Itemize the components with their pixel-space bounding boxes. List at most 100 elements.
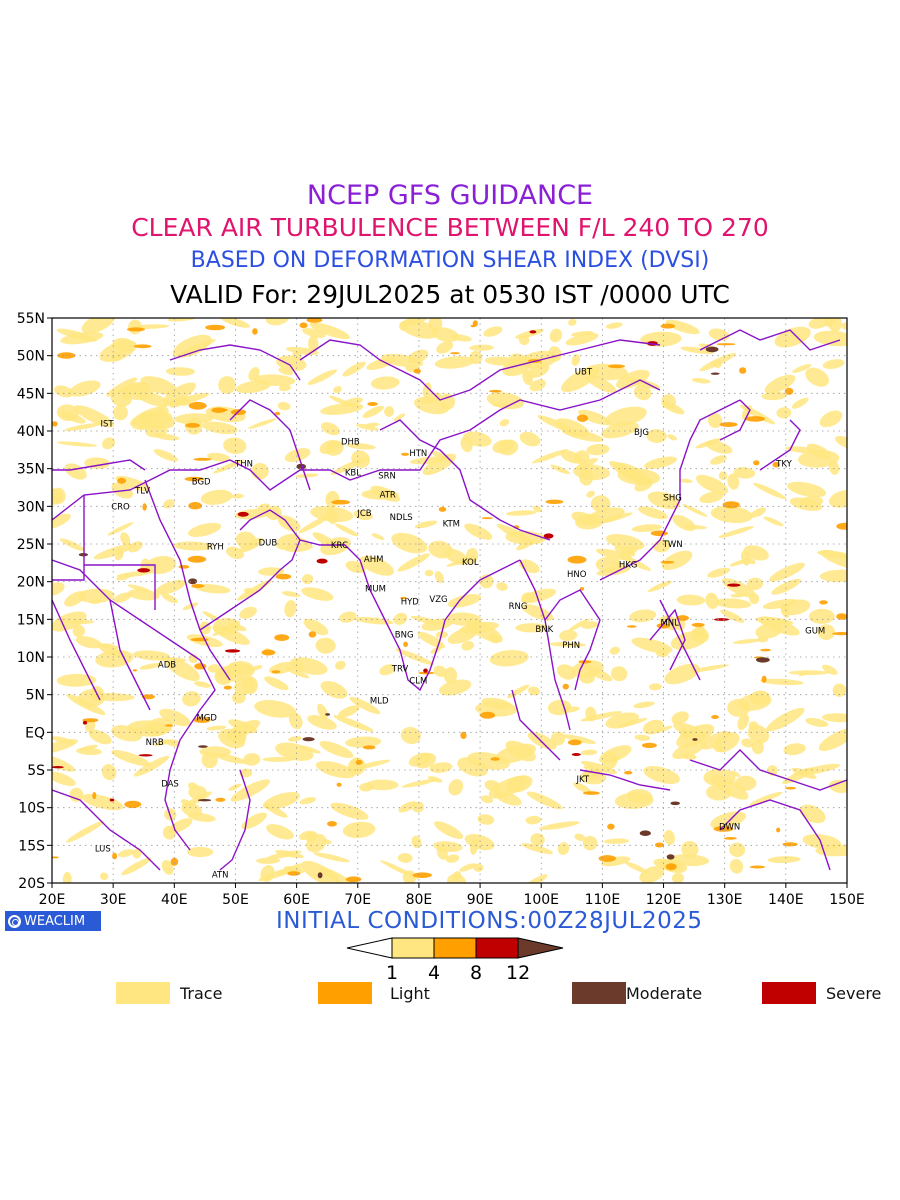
station-label: HNO (567, 570, 587, 580)
light-patch (490, 757, 500, 761)
trace-patch (787, 481, 827, 498)
trace-patch (648, 683, 662, 691)
light-patch (133, 344, 152, 349)
trace-patch (464, 523, 493, 540)
trace-patch (707, 413, 723, 428)
severe-patch (670, 801, 680, 806)
light-patch (165, 724, 174, 727)
trace-patch (106, 377, 138, 397)
trace-patch (107, 522, 134, 536)
y-tick-label: 5S (27, 763, 45, 779)
trace-patch (819, 410, 843, 428)
station-label: TWN (662, 540, 683, 550)
station-label: IST (100, 420, 114, 430)
trace-patch (492, 439, 515, 454)
trace-patch (52, 513, 71, 529)
trace-patch (69, 787, 84, 802)
x-tick-label: 50E (222, 892, 249, 908)
station-label: LUS (95, 844, 111, 854)
trace-patch (746, 577, 764, 591)
trace-patch (80, 744, 99, 751)
trace-patch (776, 407, 792, 419)
trace-patch (434, 571, 444, 584)
light-patch (489, 389, 502, 393)
light-patch (545, 499, 564, 504)
trace-patch (483, 326, 503, 337)
y-tick-label: 5N (26, 688, 45, 704)
trace-patch (422, 382, 432, 398)
light-patch (745, 416, 765, 422)
light-patch (252, 328, 258, 335)
trace-patch (174, 413, 214, 425)
trace-patch (829, 490, 847, 508)
light-patch (470, 324, 476, 328)
trace-patch (791, 767, 817, 779)
light-patch (660, 560, 675, 564)
chart-title-line2: CLEAR AIR TURBULENCE BETWEEN F/L 240 TO … (131, 213, 769, 242)
light-patch (170, 857, 179, 866)
y-tick-label: 15N (17, 612, 45, 628)
trace-patch (640, 331, 682, 347)
trace-patch (234, 676, 256, 695)
trace-patch (820, 549, 847, 569)
trace-patch (617, 468, 661, 486)
trace-patch (642, 719, 664, 735)
trace-patch (751, 739, 764, 755)
trace-patch (223, 437, 247, 454)
trace-patch (672, 514, 696, 532)
trace-patch (130, 411, 173, 431)
trace-patch (549, 642, 587, 647)
trace-patch (346, 443, 376, 450)
trace-patch (805, 717, 829, 728)
trace-patch (301, 574, 314, 585)
light-patch (641, 742, 657, 749)
trace-patch (732, 638, 762, 644)
station-label: DWN (719, 823, 740, 833)
light-patch (438, 506, 447, 512)
station-label: DHB (341, 438, 360, 448)
trace-patch (710, 505, 753, 524)
y-tick-label: 10N (17, 650, 45, 666)
trace-patch (397, 853, 413, 863)
trace-patch (505, 530, 546, 545)
trace-patch (762, 598, 798, 610)
trace-patch (165, 367, 195, 376)
trace-patch (520, 588, 557, 604)
light-patch (345, 876, 362, 883)
trace-patch (638, 506, 668, 520)
trace-patch (90, 598, 102, 604)
light-patch (567, 739, 582, 746)
light-patch (772, 461, 780, 468)
trace-patch (52, 487, 66, 504)
logo-label: WEACLIM (24, 913, 86, 929)
light-patch (52, 421, 58, 427)
trace-patch (557, 842, 570, 855)
station-label: SHG (664, 493, 682, 503)
trace-patch (605, 712, 639, 729)
light-patch (691, 622, 705, 627)
x-tick-label: 30E (100, 892, 127, 908)
trace-patch (65, 820, 105, 843)
trace-patch (212, 618, 241, 636)
trace-patch (574, 833, 586, 842)
trace-patch (121, 857, 152, 876)
trace-patch (808, 318, 831, 329)
severe-patch (296, 463, 307, 470)
light-patch (215, 797, 226, 802)
legend-label-moderate: Moderate (626, 984, 703, 1003)
light-patch (57, 352, 76, 359)
trace-patch (568, 618, 590, 632)
light-patch (274, 634, 290, 641)
trace-patch (187, 812, 216, 822)
trace-patch (384, 406, 395, 417)
light-patch (716, 343, 736, 346)
legend-swatch-moderate (572, 982, 626, 1004)
trace-patch (603, 838, 630, 844)
light-patch (711, 715, 719, 719)
trace-patch (667, 434, 678, 441)
trace-patch (102, 437, 116, 450)
light-patch (142, 503, 147, 511)
trace-patch (187, 522, 222, 537)
trace-patch (393, 413, 406, 422)
weaclim-logo: WEACLIM (5, 911, 101, 931)
